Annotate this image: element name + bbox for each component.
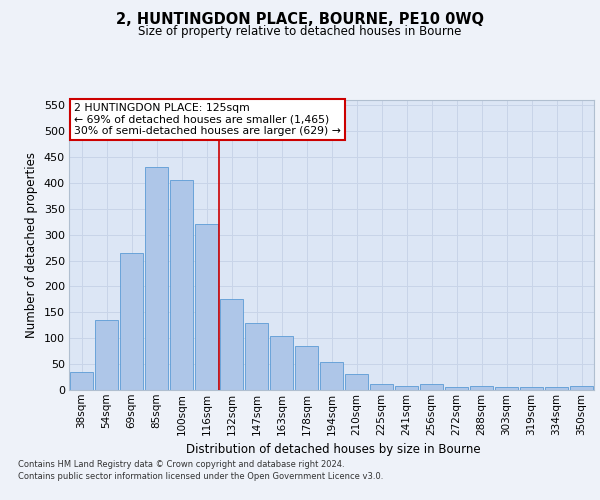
Bar <box>195 224 218 390</box>
Text: Size of property relative to detached houses in Bourne: Size of property relative to detached ho… <box>139 25 461 38</box>
Bar <box>95 320 118 390</box>
Bar <box>545 388 568 390</box>
Bar <box>245 322 268 390</box>
Bar <box>220 300 243 390</box>
Bar <box>345 374 368 390</box>
Bar <box>295 346 318 390</box>
Bar <box>470 386 493 390</box>
Bar <box>170 180 193 390</box>
Bar <box>320 362 343 390</box>
Bar <box>120 253 143 390</box>
Bar <box>370 384 393 390</box>
Bar <box>420 384 443 390</box>
Bar <box>145 168 168 390</box>
Bar <box>520 388 543 390</box>
Text: Distribution of detached houses by size in Bourne: Distribution of detached houses by size … <box>185 442 481 456</box>
Bar <box>495 388 518 390</box>
Bar <box>395 386 418 390</box>
Bar <box>70 372 93 390</box>
Y-axis label: Number of detached properties: Number of detached properties <box>25 152 38 338</box>
Text: Contains HM Land Registry data © Crown copyright and database right 2024.: Contains HM Land Registry data © Crown c… <box>18 460 344 469</box>
Text: Contains public sector information licensed under the Open Government Licence v3: Contains public sector information licen… <box>18 472 383 481</box>
Text: 2 HUNTINGDON PLACE: 125sqm
← 69% of detached houses are smaller (1,465)
30% of s: 2 HUNTINGDON PLACE: 125sqm ← 69% of deta… <box>74 103 341 136</box>
Bar <box>445 388 468 390</box>
Text: 2, HUNTINGDON PLACE, BOURNE, PE10 0WQ: 2, HUNTINGDON PLACE, BOURNE, PE10 0WQ <box>116 12 484 28</box>
Bar <box>270 336 293 390</box>
Bar <box>570 386 593 390</box>
